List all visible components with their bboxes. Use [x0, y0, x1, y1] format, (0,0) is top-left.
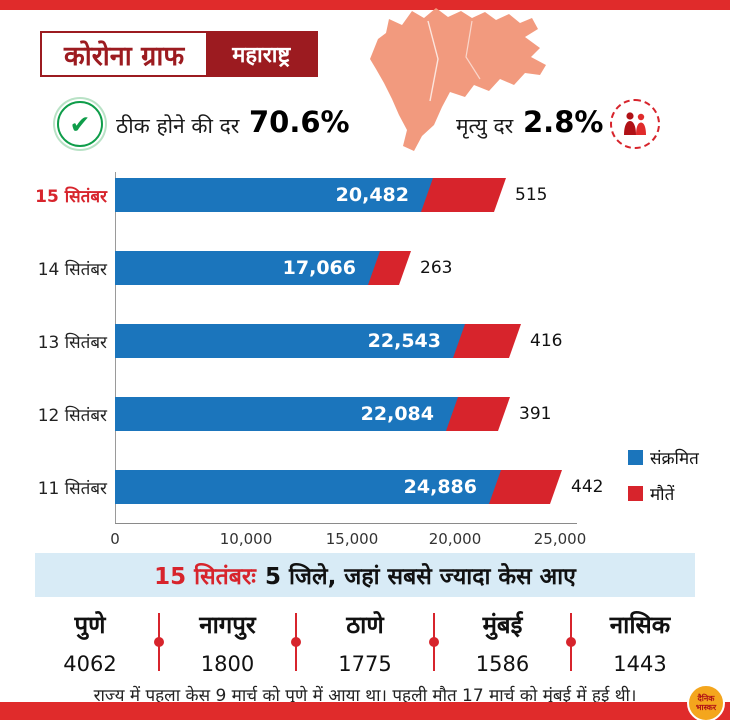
banner-date: 15 सितंबरः — [154, 564, 256, 590]
infected-value-label: 22,084 — [360, 403, 434, 425]
recovery-rate-label: ठीक होने की दर — [116, 114, 240, 138]
district-pune: पुणे 4062 — [40, 608, 140, 676]
row-bars: 17,066 263 — [115, 251, 452, 285]
brand-line2: भास्कर — [695, 703, 717, 712]
row-date-label: 12 सितंबर — [37, 405, 107, 426]
deaths-value-label: 391 — [519, 404, 552, 424]
district-separator — [566, 613, 577, 671]
x-axis: 0 10,000 15,000 20,000 25,000 — [110, 523, 586, 548]
deaths-value-label: 442 — [571, 477, 604, 497]
district-name: ठाणे — [346, 611, 384, 639]
row-date-label: 15 सितंबर — [35, 186, 107, 207]
deaths-swatch-icon — [628, 486, 643, 501]
legend-item-deaths: मौतें — [628, 482, 699, 505]
deaths-bar — [421, 178, 506, 212]
deaths-value-label: 515 — [515, 185, 548, 205]
infected-bar: 24,886 — [115, 470, 501, 504]
x-tick-label: 15,000 — [325, 530, 379, 548]
footnote-text: राज्य में पहला केस 9 मार्च को पुणे में आ… — [93, 686, 637, 706]
mortality-figures-icon — [610, 99, 660, 149]
infected-value-label: 20,482 — [335, 184, 409, 206]
x-tick-label: 25,000 — [533, 530, 587, 548]
district-separator — [428, 613, 439, 671]
district-cases: 1775 — [338, 652, 392, 676]
district-separator — [291, 613, 302, 671]
district-cases: 4062 — [63, 652, 117, 676]
row-bars: 20,482 515 — [115, 178, 547, 212]
row-date-label: 11 सितंबर — [37, 478, 107, 499]
row-date-label: 14 सितंबर — [37, 259, 107, 280]
infected-bar: 20,482 — [115, 178, 433, 212]
top-districts: पुणे 4062 नागपुर 1800 ठाणे 1775 मुंबई 15… — [40, 606, 690, 678]
highlight-banner: 15 सितंबरः 5 जिले, जहां सबसे ज्यादा केस … — [35, 553, 695, 597]
deaths-value-label: 416 — [530, 331, 563, 351]
infected-value-label: 17,066 — [282, 257, 356, 279]
region-title: महाराष्ट्र — [206, 33, 317, 75]
x-tick-label: 10,000 — [219, 530, 273, 548]
district-nashik: नासिक 1443 — [590, 608, 690, 676]
legend-label: मौतें — [650, 485, 675, 505]
legend-label: संक्रमित — [650, 449, 699, 469]
banner-text: 5 जिले, जहां सबसे ज्यादा केस आए — [264, 564, 576, 590]
bottom-red-strip — [0, 702, 730, 720]
chart-row: 11 सितंबर 24,886 442 — [0, 470, 730, 504]
row-bars: 22,084 391 — [115, 397, 551, 431]
district-cases: 1443 — [613, 652, 667, 676]
dainik-bhaskar-logo: दैनिक भास्कर — [687, 684, 725, 720]
chart-legend: संक्रमित मौतें — [628, 446, 699, 505]
deaths-value-label: 263 — [420, 258, 453, 278]
infected-value-label: 22,543 — [367, 330, 441, 352]
legend-item-infected: संक्रमित — [628, 446, 699, 469]
chart-row: 14 सितंबर 17,066 263 — [0, 251, 730, 285]
maharashtra-map-icon — [362, 5, 552, 155]
row-bars: 22,543 416 — [115, 324, 562, 358]
district-cases: 1800 — [200, 652, 255, 676]
district-separator — [153, 613, 164, 671]
district-name: पुणे — [74, 611, 106, 639]
top-red-strip — [0, 0, 730, 10]
district-name: नासिक — [609, 611, 671, 639]
infected-bar: 22,543 — [115, 324, 465, 358]
chart-row: 13 सितंबर 22,543 416 — [0, 324, 730, 358]
infected-swatch-icon — [628, 450, 643, 465]
recovery-rate-value: 70.6% — [249, 105, 350, 139]
district-name: नागपुर — [199, 611, 256, 639]
district-name: मुंबई — [482, 611, 523, 639]
district-mumbai: मुंबई 1586 — [453, 608, 553, 676]
row-date-label: 13 सितंबर — [37, 332, 107, 353]
brand-line1: दैनिक — [697, 693, 715, 703]
chart-row: 15 सितंबर 20,482 515 — [0, 178, 730, 212]
x-tick-label: 20,000 — [428, 530, 482, 548]
recovery-check-icon: ✔ — [57, 101, 103, 147]
infected-value-label: 24,886 — [403, 476, 477, 498]
header: कोरोना ग्राफ महाराष्ट्र — [40, 31, 319, 77]
deaths-bar — [446, 397, 510, 431]
district-nagpur: नागपुर 1800 — [178, 608, 278, 676]
row-bars: 24,886 442 — [115, 470, 603, 504]
district-thane: ठाणे 1775 — [315, 608, 415, 676]
chart-row: 12 सितंबर 22,084 391 — [0, 397, 730, 431]
infected-bar: 22,084 — [115, 397, 458, 431]
title-badge: कोरोना ग्राफ — [42, 33, 207, 75]
x-tick-label: 0 — [110, 530, 120, 548]
infected-bar: 17,066 — [115, 251, 380, 285]
mortality-rate-label: मृत्यु दर — [456, 114, 514, 138]
district-cases: 1586 — [475, 652, 530, 676]
deaths-bar — [489, 470, 562, 504]
mortality-rate-value: 2.8% — [523, 105, 604, 139]
deaths-bar — [453, 324, 521, 358]
map-shape — [370, 8, 546, 151]
